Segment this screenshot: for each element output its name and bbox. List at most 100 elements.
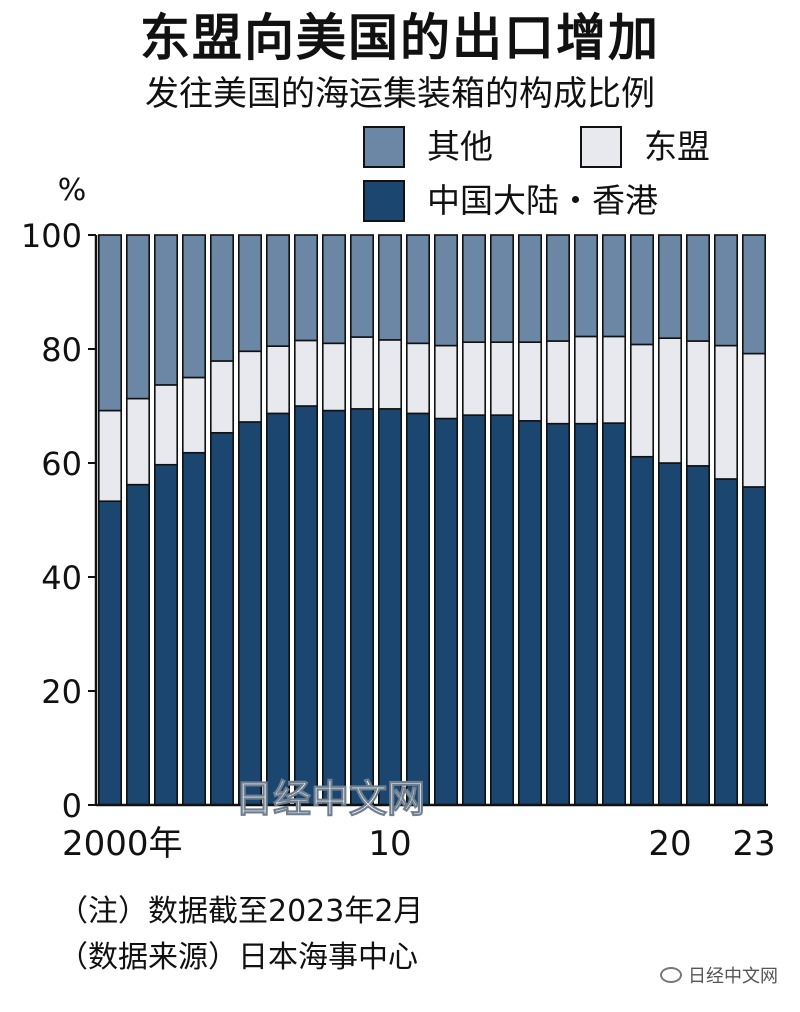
legend-swatch-other	[363, 126, 405, 168]
footer-brand-label: 日经中文网	[688, 966, 778, 987]
bar-segment	[573, 422, 598, 806]
bar-segment	[545, 234, 570, 342]
stacked-bar-chart: % 0 20 40 60 80 100 日经中文网 2000年 10 20 23	[21, 173, 776, 864]
bar-segment	[489, 234, 514, 343]
bar-segment	[741, 486, 766, 806]
x-tick-label: 2000年	[62, 824, 183, 864]
bar-segment	[713, 234, 738, 347]
bar-segment	[293, 234, 318, 342]
bar-segment	[126, 397, 151, 486]
bar-segment	[629, 234, 654, 346]
bar-segment	[126, 234, 151, 400]
bar-segment	[210, 360, 235, 434]
bar-segment	[573, 234, 598, 338]
legend-label-china: 中国大陆・香港	[427, 181, 658, 220]
bar-segment	[685, 234, 710, 342]
wechat-icon	[660, 967, 682, 983]
bar-segment	[685, 465, 710, 806]
bar-segment	[713, 344, 738, 480]
legend-swatch-china	[363, 180, 405, 222]
legend-item-china: 中国大陆・香港	[363, 180, 658, 222]
y-tick-label: 60	[41, 445, 82, 483]
bar-segment	[461, 414, 486, 806]
legend-label-asean: 东盟	[644, 127, 710, 166]
bar-segment	[489, 341, 514, 416]
bar-segment	[265, 234, 290, 347]
bar-segment	[601, 234, 626, 338]
bar-segment	[154, 234, 179, 386]
bar-segment	[182, 376, 207, 454]
bar-segment	[321, 409, 346, 806]
y-tick-label: 20	[41, 673, 82, 711]
y-tick-label: 40	[41, 559, 82, 597]
bar-segment	[545, 340, 570, 425]
bar-segment	[265, 345, 290, 415]
y-tick-label: 80	[41, 331, 82, 369]
bar-segment	[238, 350, 263, 423]
bar-segment	[657, 234, 682, 339]
legend-swatch-asean	[580, 126, 622, 168]
bar-segment	[98, 409, 123, 502]
bar-segment	[433, 417, 458, 806]
bar-segment	[265, 412, 290, 806]
bar-segment	[601, 335, 626, 424]
bar-segment	[126, 483, 151, 806]
bar-segment	[405, 234, 430, 345]
bar-segment	[321, 342, 346, 412]
bar-segment	[517, 234, 542, 343]
bar-segment	[182, 234, 207, 379]
bar-segment	[461, 234, 486, 343]
bar-segment	[349, 408, 374, 806]
chart-title: 东盟向美国的出口增加	[140, 9, 660, 67]
bar-segment	[573, 335, 598, 425]
chart-subtitle: 发往美国的海运集装箱的构成比例	[145, 74, 655, 114]
bar-segment	[601, 422, 626, 806]
bar-segment	[741, 352, 766, 488]
bar-segment	[657, 337, 682, 464]
watermark: 日经中文网	[235, 777, 425, 821]
bar-segment	[741, 234, 766, 355]
legend-item-asean: 东盟	[580, 126, 710, 168]
bar-segment	[293, 339, 318, 407]
bar-segment	[685, 340, 710, 467]
note-data-date: （注）数据截至2023年2月	[58, 894, 424, 929]
bar-segment	[517, 420, 542, 806]
legend-item-other: 其他	[363, 126, 493, 168]
bar-segment	[377, 408, 402, 806]
footer-brand: 日经中文网	[660, 962, 778, 988]
bar-segment	[629, 343, 654, 458]
bar-segment	[154, 384, 179, 466]
bar-segment	[713, 478, 738, 806]
bar-segment	[210, 234, 235, 362]
bar-segment	[433, 344, 458, 420]
bar-segment	[349, 336, 374, 410]
x-tick-label: 23	[732, 824, 775, 864]
bar-segment	[517, 341, 542, 422]
bar-segment	[154, 463, 179, 806]
bar-segment	[98, 500, 123, 806]
bar-segment	[629, 455, 654, 806]
bar-segment	[238, 421, 263, 806]
bar-segment	[182, 451, 207, 806]
note-data-source: （数据来源）日本海事中心	[58, 940, 418, 975]
x-tick-label: 20	[648, 824, 691, 864]
bar-segment	[349, 234, 374, 338]
bar-segment	[321, 234, 346, 345]
bar-segment	[461, 341, 486, 416]
y-tick-label: 100	[21, 217, 82, 255]
bar-segment	[210, 431, 235, 806]
bar-segment	[293, 405, 318, 806]
bar-segment	[238, 234, 263, 353]
bar-segment	[489, 414, 514, 806]
bar-segment	[405, 412, 430, 806]
bar-segment	[377, 234, 402, 341]
legend-label-other: 其他	[427, 127, 493, 166]
bar-segment	[377, 339, 402, 410]
bar-segment	[657, 462, 682, 806]
bar-segment	[405, 342, 430, 415]
bar-segment	[545, 422, 570, 806]
y-tick-label: 0	[62, 787, 82, 825]
bar-segment	[98, 234, 123, 412]
bar-segment	[433, 234, 458, 347]
y-axis-unit: %	[58, 173, 87, 208]
